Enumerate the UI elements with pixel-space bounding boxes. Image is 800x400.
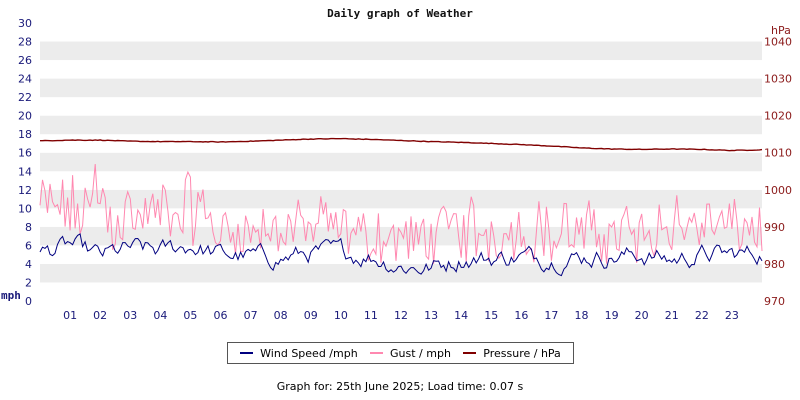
left-tick-label: 28 (18, 36, 32, 49)
x-tick-label: 03 (123, 309, 137, 322)
plot-band (40, 189, 762, 209)
right-axis: 970 980 990 1000 1010 1020 1030 1040 (764, 36, 792, 308)
left-tick-label: 10 (18, 202, 32, 215)
x-tick-label: 05 (183, 309, 197, 322)
right-tick-label: 1010 (764, 147, 792, 160)
x-tick-label: 04 (153, 309, 167, 322)
plot-band (40, 245, 762, 264)
right-tick-label: 970 (764, 295, 785, 308)
legend-item-pressure: Pressure / hPa (463, 347, 561, 360)
right-tick-label: 1030 (764, 73, 792, 86)
left-tick-label: 14 (18, 165, 32, 178)
plot-band (40, 97, 762, 116)
x-tick-label: 06 (214, 309, 228, 322)
gust-line (39, 163, 763, 264)
legend-label-wind-speed: Wind Speed /mph (260, 346, 358, 360)
legend-item-wind-speed: Wind Speed /mph (240, 347, 358, 360)
chart-title: Daily graph of Weather (327, 7, 473, 20)
right-axis-unit: hPa (771, 24, 791, 37)
x-tick-label: 10 (334, 309, 348, 322)
x-tick-label: 18 (575, 309, 589, 322)
left-tick-label: 12 (18, 184, 32, 197)
plot-band (40, 282, 762, 301)
plot-band (40, 134, 762, 153)
x-tick-label: 23 (725, 309, 739, 322)
x-tick-label: 16 (514, 309, 528, 322)
left-tick-label: 24 (18, 73, 32, 86)
series-pressure (40, 137, 763, 152)
plot-band (40, 41, 762, 61)
weather-chart: Daily graph of Weather 02468101214161820… (1, 7, 792, 322)
x-tick-label: 07 (244, 309, 258, 322)
x-tick-label: 14 (454, 309, 468, 322)
plot-band (40, 226, 762, 246)
x-tick-label: 21 (665, 309, 679, 322)
plot-band (40, 115, 762, 135)
wind-speed-line (39, 233, 763, 277)
left-tick-label: 4 (25, 258, 32, 271)
left-tick-label: 26 (18, 54, 32, 67)
left-tick-label: 6 (25, 239, 32, 252)
footer-status: Graph for: 25th June 2025; Load time: 0.… (276, 380, 524, 393)
left-tick-label: 30 (18, 17, 32, 30)
right-tick-label: 990 (764, 221, 785, 234)
plot-band (40, 171, 762, 190)
legend-swatch-gust (370, 352, 384, 354)
right-tick-label: 980 (764, 258, 785, 271)
x-axis: 01 02 03 04 05 06 07 08 09 10 11 12 13 14 15 16 17 18 19 20… (63, 309, 739, 322)
x-tick-label: 13 (424, 309, 438, 322)
left-tick-label: 22 (18, 91, 32, 104)
legend-label-gust: Gust / mph (390, 346, 451, 360)
x-tick-label: 19 (605, 309, 619, 322)
legend-swatch-pressure (463, 352, 477, 354)
left-axis-unit: mph (1, 289, 21, 302)
series-wind-speed (39, 233, 763, 277)
plot-band (40, 78, 762, 98)
left-tick-label: 8 (25, 221, 32, 234)
plot-band (40, 152, 762, 172)
plot-band (40, 263, 762, 283)
pressure-line (40, 137, 763, 152)
left-tick-label: 16 (18, 147, 32, 160)
legend-label-pressure: Pressure / hPa (483, 346, 561, 360)
left-tick-label: 18 (18, 128, 32, 141)
x-tick-label: 20 (635, 309, 649, 322)
x-tick-label: 08 (274, 309, 288, 322)
x-tick-label: 22 (695, 309, 709, 322)
legend-item-gust: Gust / mph (370, 347, 451, 360)
x-tick-label: 12 (394, 309, 408, 322)
left-tick-label: 2 (25, 276, 32, 289)
plot-band (40, 23, 762, 42)
left-tick-label: 0 (25, 295, 32, 308)
x-tick-label: 01 (63, 309, 77, 322)
legend-swatch-wind-speed (240, 352, 254, 354)
series-gust (39, 163, 763, 264)
x-tick-label: 17 (544, 309, 558, 322)
plot-band (40, 60, 762, 79)
left-tick-label: 20 (18, 110, 32, 123)
right-tick-label: 1000 (764, 184, 792, 197)
plot-background-bands (40, 23, 762, 301)
x-tick-label: 15 (484, 309, 498, 322)
right-tick-label: 1040 (764, 36, 792, 49)
x-tick-label: 02 (93, 309, 107, 322)
x-tick-label: 11 (364, 309, 378, 322)
legend: Wind Speed /mph Gust / mph Pressure / hP… (227, 342, 574, 364)
x-tick-label: 09 (304, 309, 318, 322)
right-tick-label: 1020 (764, 110, 792, 123)
